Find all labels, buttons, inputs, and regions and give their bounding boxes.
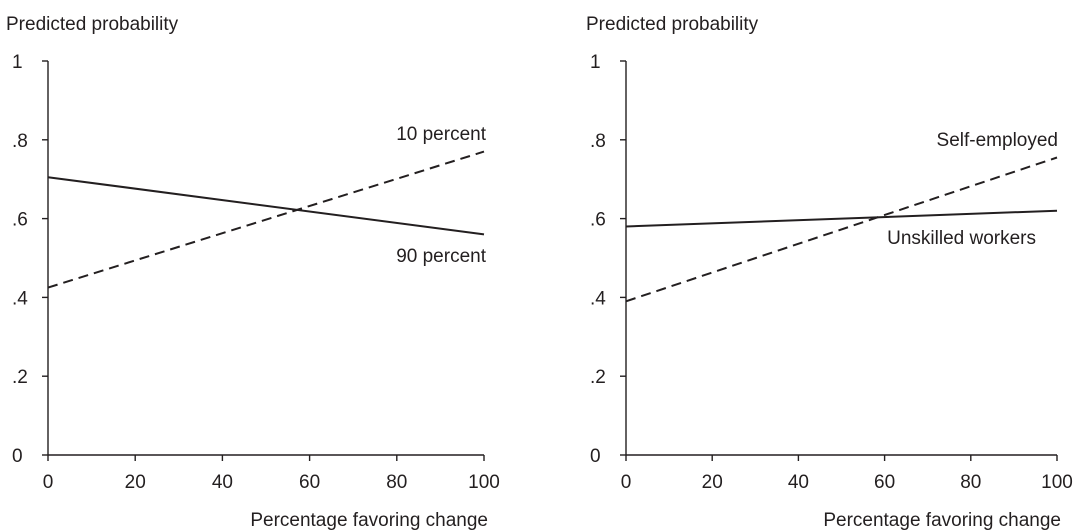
x-tick-label: 60 (299, 472, 320, 493)
x-tick-label: 40 (788, 472, 809, 493)
x-tick-label: 60 (874, 472, 895, 493)
x-tick-label: 20 (125, 472, 146, 493)
chart-panel-left: Predicted probability 0 .2 .4 .6 .8 1 0 20 40 60 8… (0, 0, 540, 530)
x-tick-label: 80 (386, 472, 407, 493)
chart-panel-right: Predicted probability 0 .2 .4 .6 .8 1 0 20 40 60 8… (580, 0, 1084, 530)
x-tick-label: 20 (702, 472, 723, 493)
y-tick-label: .4 (12, 288, 28, 309)
x-tick-label: 0 (43, 472, 54, 493)
y-axis-title: Predicted probability (6, 14, 179, 35)
y-tick-label: .8 (12, 131, 28, 152)
y-tick-label: .6 (12, 210, 28, 231)
x-tick-label: 100 (468, 472, 500, 493)
x-tick-label: 80 (960, 472, 981, 493)
series-line-unskilled-workers (625, 209, 1058, 228)
series-line-self-employed (625, 156, 1058, 303)
series-label-self-employed: Self-employed (937, 130, 1058, 151)
y-tick-label: .4 (590, 288, 606, 309)
x-axis-title: Percentage favoring change (250, 510, 488, 530)
x-tick-label: 40 (212, 472, 233, 493)
series-label-unskilled-workers: Unskilled workers (887, 228, 1036, 249)
series-label-90-percent: 90 percent (396, 246, 487, 267)
series-line-10-percent (47, 150, 485, 289)
series-label-10-percent: 10 percent (396, 124, 487, 145)
chart-plot-left: 0 .2 .4 .6 .8 1 0 20 40 60 80 100 Percentage favorin… (12, 52, 500, 530)
y-tick-label: .2 (590, 367, 606, 388)
x-tick-label: 0 (621, 472, 632, 493)
y-axis-title: Predicted probability (586, 14, 759, 35)
chart-plot-right: 0 .2 .4 .6 .8 1 0 20 40 60 80 100 Percentage favorin… (590, 52, 1073, 530)
y-tick-label: 0 (12, 446, 23, 467)
y-tick-label: 1 (590, 52, 601, 73)
y-tick-label: 1 (12, 52, 23, 73)
y-tick-label: .6 (590, 210, 606, 231)
y-tick-label: 0 (590, 446, 601, 467)
y-tick-label: .8 (590, 131, 606, 152)
y-tick-label: .2 (12, 367, 28, 388)
x-tick-label: 100 (1041, 472, 1073, 493)
series-line-90-percent (47, 176, 485, 236)
x-axis-title: Percentage favoring change (823, 510, 1061, 530)
